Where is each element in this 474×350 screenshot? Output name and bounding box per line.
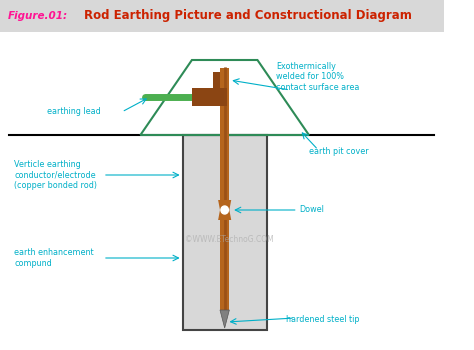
Bar	[220, 68, 229, 310]
Bar	[192, 88, 227, 106]
FancyBboxPatch shape	[0, 0, 444, 32]
Polygon shape	[220, 310, 229, 328]
Text: Figure.01:: Figure.01:	[8, 11, 68, 21]
Text: earthing lead: earthing lead	[47, 107, 100, 117]
Circle shape	[221, 206, 228, 214]
Text: ©WWW.ETechnoG.COM: ©WWW.ETechnoG.COM	[185, 236, 273, 245]
Text: Dowel: Dowel	[300, 205, 324, 215]
Polygon shape	[218, 210, 231, 220]
Bar	[182, 135, 267, 330]
Text: Rod Earthing Picture and Constructional Diagram: Rod Earthing Picture and Constructional …	[84, 9, 412, 22]
Polygon shape	[218, 200, 231, 210]
Bar	[212, 72, 220, 88]
Text: Exothermically
welded for 100%
contact surface area: Exothermically welded for 100% contact s…	[276, 62, 360, 92]
Text: hardened steel tip: hardened steel tip	[285, 315, 359, 324]
Text: earth enhancement
compund: earth enhancement compund	[14, 248, 94, 268]
Text: earth pit cover: earth pit cover	[309, 147, 369, 156]
Text: Verticle earthing
conductor/electrode
(copper bonded rod): Verticle earthing conductor/electrode (c…	[14, 160, 97, 190]
